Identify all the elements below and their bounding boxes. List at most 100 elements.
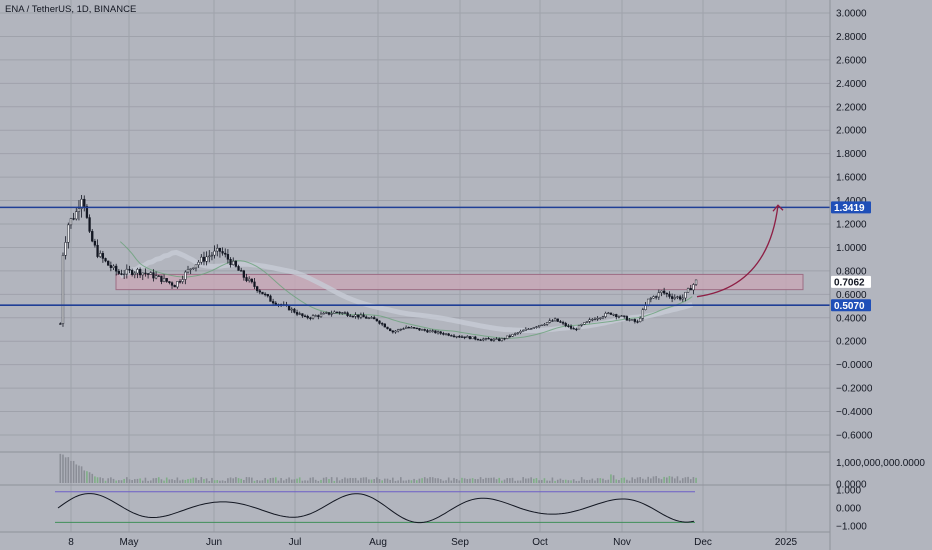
candle-body — [93, 240, 97, 246]
time-tick-label: Jun — [206, 537, 222, 548]
volume-bar — [431, 477, 434, 483]
candle-body — [676, 296, 679, 298]
volume-bar — [687, 476, 689, 483]
volume-bar — [583, 479, 586, 483]
candle-body — [684, 291, 687, 299]
volume-bar — [99, 477, 102, 483]
volume-bar — [501, 480, 503, 483]
candle-body — [343, 312, 347, 314]
candle-body — [615, 314, 618, 318]
volume-bar — [400, 477, 402, 483]
candle — [107, 260, 110, 266]
volume-bar — [314, 479, 317, 483]
candle — [396, 328, 400, 333]
projection-arrow[interactable] — [696, 205, 779, 298]
candle-body — [234, 260, 238, 267]
current-price-tag-bg — [831, 275, 871, 288]
level-lines[interactable] — [0, 206, 830, 307]
candle-body — [471, 336, 474, 340]
candle-body — [85, 206, 89, 218]
volume-bar — [219, 480, 221, 483]
candle — [439, 331, 442, 335]
candle-body — [436, 331, 440, 334]
candle-body — [373, 317, 376, 320]
volume-bar — [136, 478, 139, 483]
candle-body — [165, 278, 168, 282]
candle-body — [625, 316, 629, 321]
volume-bar — [296, 478, 298, 483]
volume-bar — [439, 479, 442, 483]
candle — [503, 337, 506, 341]
candle — [625, 315, 629, 321]
candle-body — [591, 319, 594, 321]
level-price-tag: 0.5070 — [831, 299, 871, 312]
volume-bar — [91, 473, 94, 483]
candle — [668, 291, 671, 299]
candle-body — [652, 296, 655, 299]
resistance-zone[interactable] — [115, 273, 804, 291]
candle-body — [561, 322, 565, 324]
volume-bar — [344, 477, 346, 483]
candle-body — [585, 321, 589, 323]
candle-body — [359, 314, 363, 318]
candle — [189, 268, 192, 275]
candle-body — [537, 325, 541, 327]
candle — [575, 327, 578, 332]
candle — [200, 254, 203, 265]
candle — [543, 323, 546, 326]
time-scale[interactable]: 8 May Jun Jul Aug Sep Oct Nov Dec 2025 — [68, 537, 797, 548]
candle-body — [490, 338, 493, 341]
symbol-title: ENA / TetherUS, 1D, BINANCE — [5, 4, 136, 15]
candle — [362, 312, 365, 318]
volume-bar — [203, 479, 205, 483]
candle — [181, 275, 184, 284]
candle — [404, 325, 408, 329]
volume-bar — [655, 476, 657, 483]
volume-bar — [533, 478, 535, 483]
volume-bar — [506, 478, 508, 483]
candle — [154, 271, 158, 280]
candle — [615, 313, 618, 320]
candle — [583, 322, 586, 325]
candle — [162, 274, 166, 283]
price-tick-label: 0.4000 — [836, 313, 867, 324]
candle-body — [553, 318, 557, 322]
candle-body — [479, 339, 482, 341]
volume-bar — [373, 478, 375, 483]
candle-body — [226, 254, 230, 260]
candle-body — [77, 208, 81, 212]
candle — [240, 267, 243, 272]
candle-body — [117, 270, 120, 274]
volume-bar — [285, 478, 288, 483]
volume-bar — [658, 478, 660, 483]
candle — [176, 280, 179, 289]
volume-bar — [123, 478, 125, 483]
candle-body — [532, 327, 535, 329]
candle-body — [210, 254, 214, 257]
candle — [295, 309, 299, 317]
volume-bar — [320, 479, 322, 483]
volume-bar — [426, 478, 429, 483]
candle — [197, 260, 200, 268]
volume-bar — [631, 477, 634, 483]
candle-body — [202, 256, 206, 262]
candle-body — [468, 336, 472, 340]
volume-bar — [580, 477, 583, 483]
volume-bar — [301, 480, 304, 483]
candle — [75, 207, 78, 221]
price-tick-label: 2.6000 — [836, 55, 867, 66]
candle — [620, 315, 623, 317]
candle — [216, 244, 219, 257]
candle-body — [120, 273, 123, 275]
candle-body — [631, 319, 634, 321]
candle-body — [64, 242, 67, 256]
candle — [123, 270, 126, 280]
moving-average-long — [118, 249, 694, 333]
oscillator-scale-label: 1.000 — [836, 486, 861, 497]
volume-bar — [562, 479, 564, 483]
volume-bar — [559, 478, 562, 483]
volume-bar — [280, 478, 282, 483]
volume-bar — [208, 480, 211, 483]
candle-body — [484, 338, 488, 340]
